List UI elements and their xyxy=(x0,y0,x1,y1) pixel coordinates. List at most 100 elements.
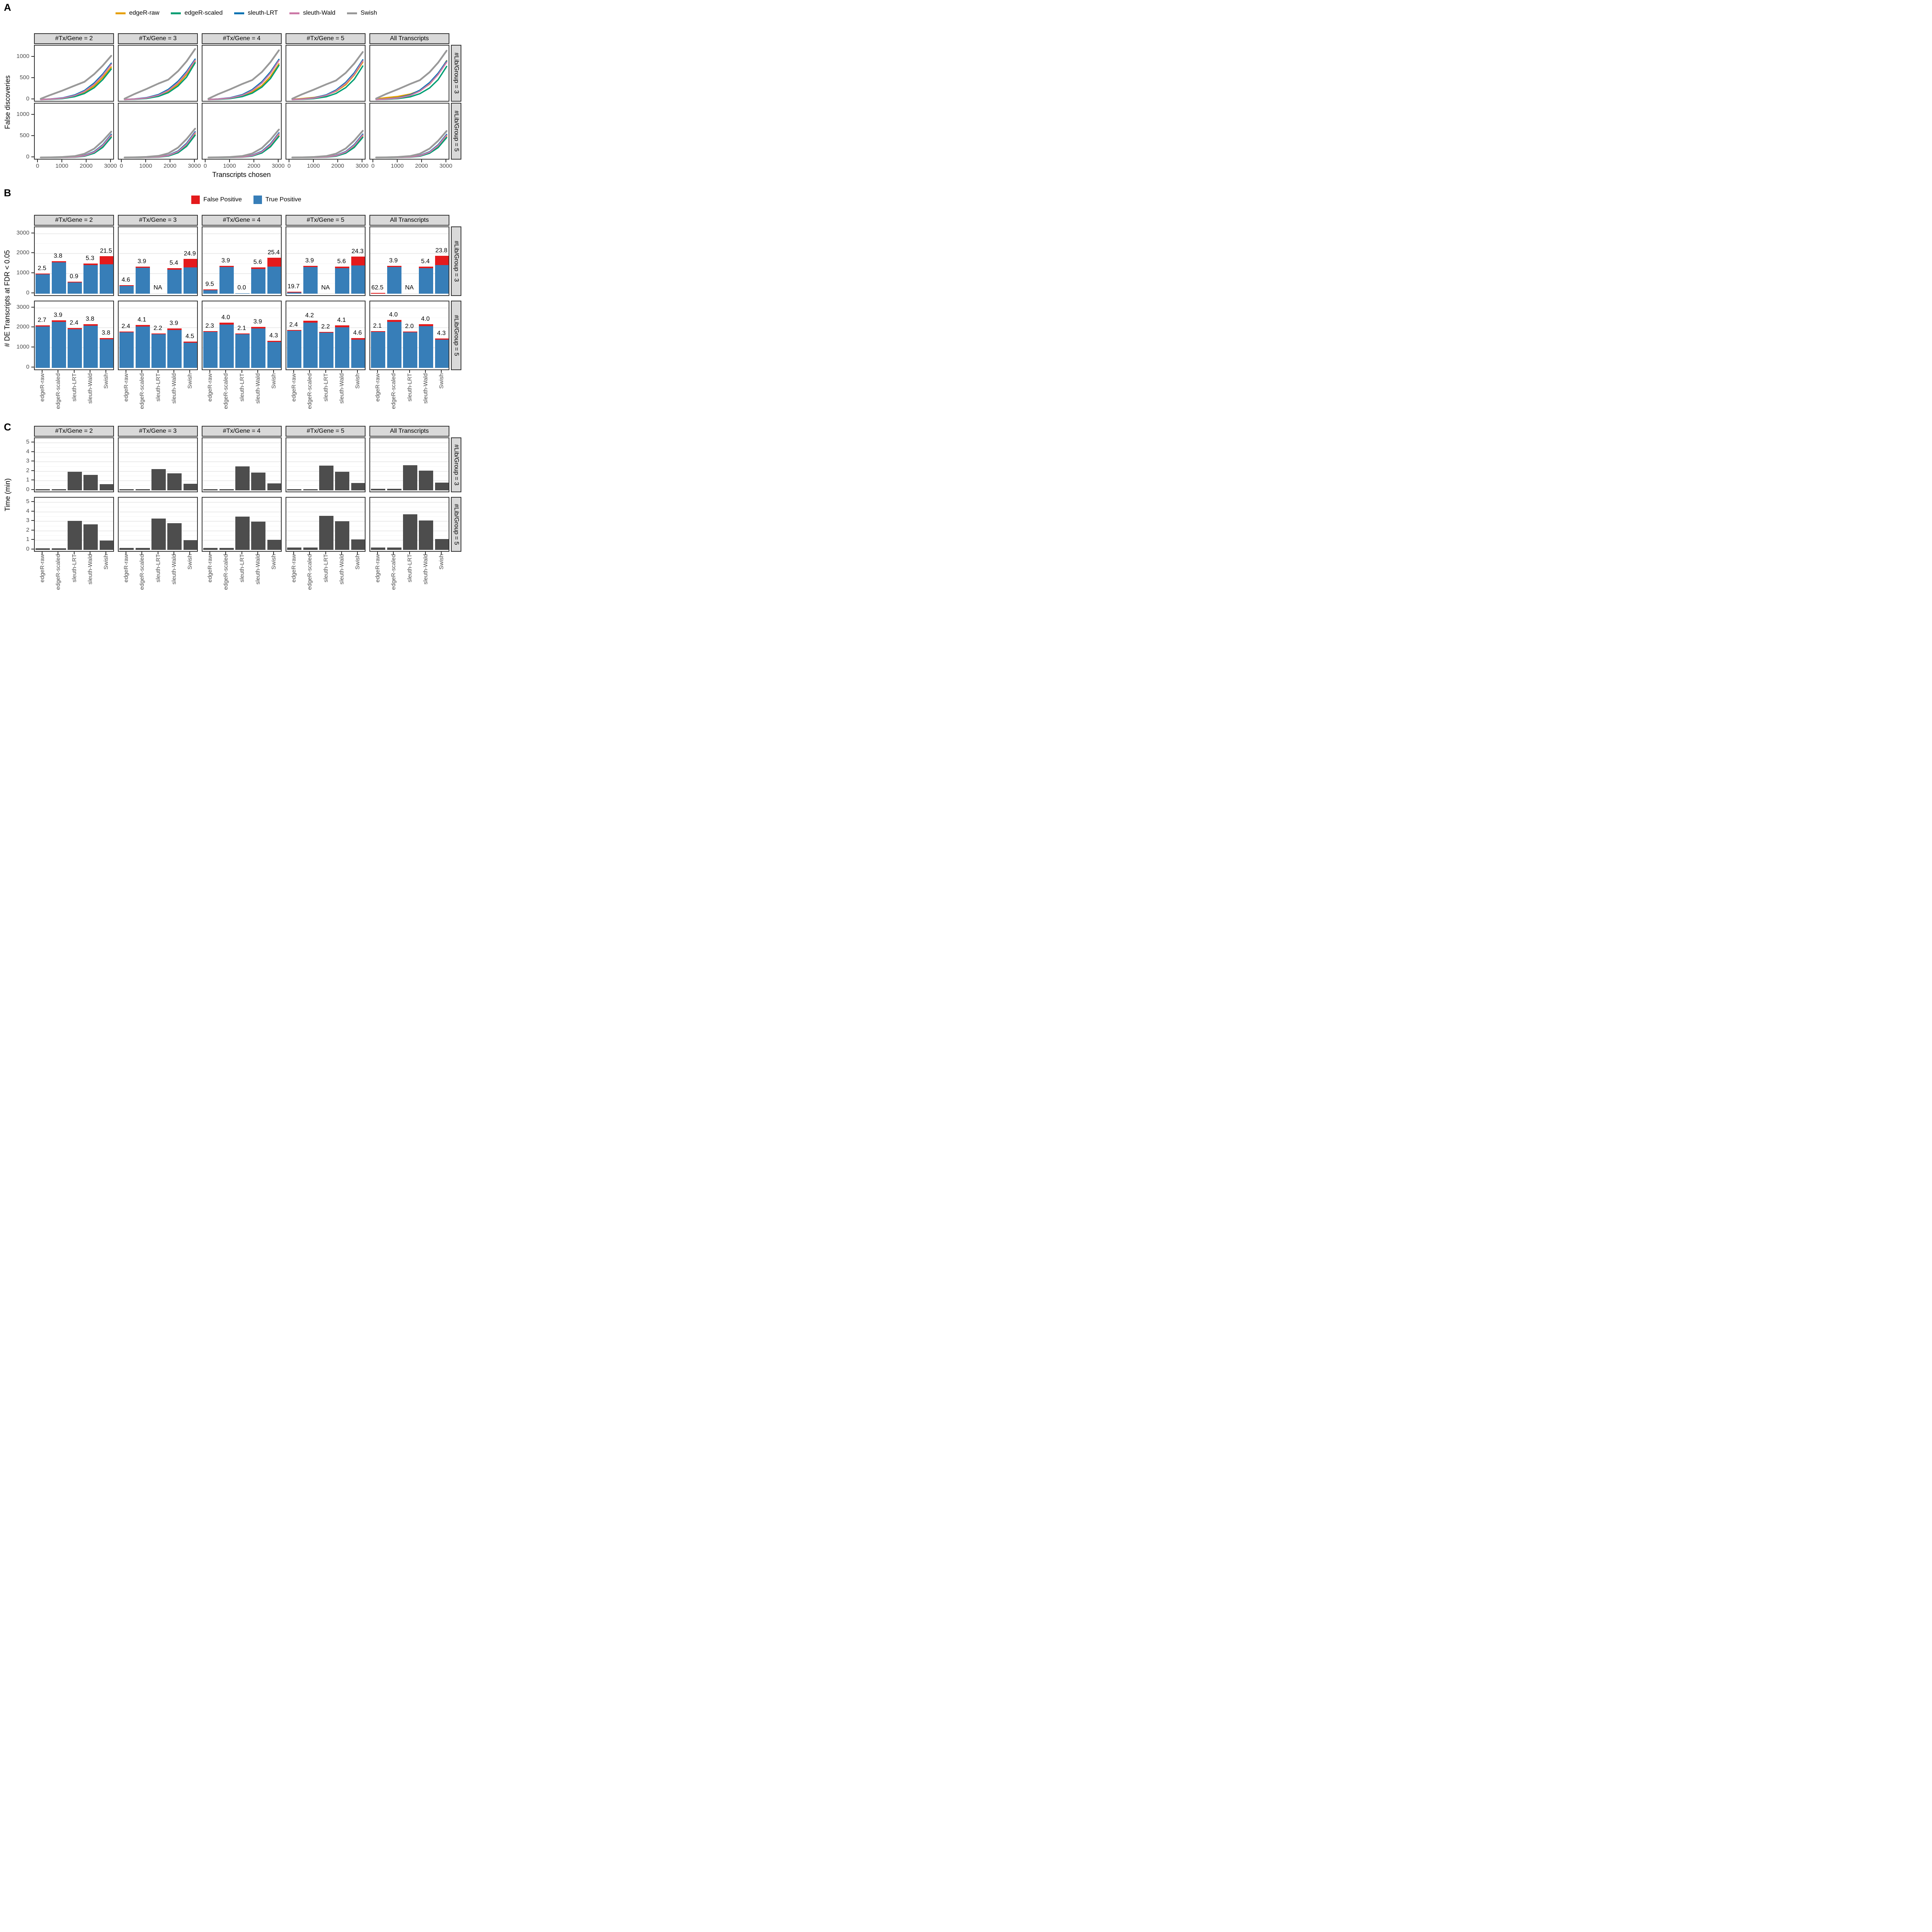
grid-line-major xyxy=(370,461,449,463)
series-line-sleuth-wald xyxy=(375,134,447,158)
fdr-value-label: 3.8 xyxy=(53,252,63,259)
y-tick-mark xyxy=(31,135,34,136)
bar-time xyxy=(351,483,365,490)
bar-false-positive xyxy=(371,331,386,332)
x-tick-mark xyxy=(209,370,210,373)
legend-box-swatch xyxy=(191,196,200,204)
grid-line-major xyxy=(370,502,449,503)
x-category-label: sleuth-LRT xyxy=(238,554,245,583)
grid-line-major xyxy=(35,549,113,550)
fdr-value-label: 2.2 xyxy=(321,323,330,330)
series-line-sleuth-wald xyxy=(207,60,280,100)
y-tick-mark xyxy=(31,539,34,540)
bar-true-positive xyxy=(51,262,66,294)
x-category-label: edgeR-raw xyxy=(290,554,297,583)
legend-label: Swish xyxy=(361,10,377,16)
bar-false-positive xyxy=(287,291,302,293)
bar-false-positive xyxy=(151,333,166,334)
y-tick-label: 5 xyxy=(26,498,29,505)
legend-label: sleuth-LRT xyxy=(248,10,278,16)
fdr-value-label: 3.9 xyxy=(253,318,262,325)
grid-line-major xyxy=(370,293,449,294)
x-category-label: edgeR-raw xyxy=(122,373,129,402)
x-tick-mark xyxy=(73,370,75,373)
grid-line-major xyxy=(35,502,113,503)
x-tick-mark xyxy=(293,552,294,554)
grid-line-major xyxy=(35,442,113,444)
figure: A B C edgeR-raw edgeR-scaled sleuth-LRT sle… xyxy=(0,0,493,638)
fdr-value-label: 0.9 xyxy=(70,273,78,280)
x-tick-mark xyxy=(372,160,374,162)
na-label: NA xyxy=(153,284,162,291)
legend-label: sleuth-Wald xyxy=(303,10,336,16)
panel-label-c: C xyxy=(4,421,11,433)
bar-time xyxy=(36,489,50,490)
bar-false-positive xyxy=(419,266,434,268)
grid-line-major xyxy=(286,327,365,328)
na-label: NA xyxy=(321,284,330,291)
line-chart xyxy=(40,131,112,158)
fdr-value-label: 2.4 xyxy=(70,320,78,327)
grid-line-major xyxy=(286,490,365,491)
series-line-sleuth-wald xyxy=(124,132,196,158)
bar-time xyxy=(267,483,281,490)
y-tick-mark xyxy=(31,489,34,490)
bar-time xyxy=(319,466,333,490)
grid-line-major xyxy=(119,452,197,453)
x-tick-mark xyxy=(341,552,342,554)
grid-line-major xyxy=(202,327,281,328)
x-category-label: edgeR-raw xyxy=(206,554,213,583)
x-category-label: edgeR-raw xyxy=(122,554,129,583)
x-tick-mark xyxy=(194,160,195,162)
y-tick-mark xyxy=(31,156,34,157)
bar-time xyxy=(219,489,234,490)
x-category-label: Swish xyxy=(354,554,361,570)
series-line-sleuth-wald xyxy=(40,63,112,100)
x-tick-mark xyxy=(205,160,206,162)
x-tick-label: 3000 xyxy=(439,163,452,169)
grid-line-major xyxy=(370,490,449,491)
x-tick-mark xyxy=(225,370,226,373)
x-tick-label: 1000 xyxy=(223,163,236,169)
grid-line-major xyxy=(35,452,113,453)
bar-true-positive xyxy=(287,331,302,368)
lib-group-strip-label: #Lib/Group = 5 xyxy=(453,111,460,152)
x-category-label: sleuth-LRT xyxy=(155,373,162,402)
bar-true-positive xyxy=(36,274,50,294)
bar-false-positive xyxy=(251,267,266,269)
fdr-value-label: 4.6 xyxy=(353,330,362,337)
grid-line-major xyxy=(202,549,281,550)
y-tick-label: 1 xyxy=(26,536,29,543)
plot-panel xyxy=(369,497,449,552)
x-tick-mark xyxy=(409,370,410,373)
bar-time xyxy=(419,520,434,550)
series-line-sleuth-wald xyxy=(375,61,447,100)
x-tick-mark xyxy=(145,160,146,162)
y-tick-label: 3000 xyxy=(16,229,29,236)
grid-line-major xyxy=(202,461,281,463)
lib-group-strip: #Lib/Group = 5 xyxy=(451,103,461,160)
bar-true-positive xyxy=(68,282,82,294)
grid-line-major xyxy=(35,253,113,254)
legend-label: edgeR-raw xyxy=(129,10,160,16)
y-tick-mark xyxy=(31,272,34,273)
bar-time xyxy=(251,473,266,490)
bar-time xyxy=(371,547,386,550)
x-tick-mark xyxy=(41,370,43,373)
bar-time xyxy=(68,471,82,490)
bar-true-positive xyxy=(99,264,113,294)
na-label: NA xyxy=(405,284,414,291)
x-tick-mark xyxy=(325,370,326,373)
y-tick-mark xyxy=(31,510,34,512)
bar-true-positive xyxy=(51,322,66,368)
bar-time xyxy=(435,483,449,490)
facet-strip: All Transcripts xyxy=(369,33,449,44)
plot-panel xyxy=(34,45,114,102)
grid-line-minor xyxy=(119,466,197,467)
bar-time xyxy=(167,523,182,550)
bar-true-positive xyxy=(183,267,197,294)
x-tick-label: 3000 xyxy=(188,163,201,169)
bar-true-positive xyxy=(287,293,302,294)
x-tick-mark xyxy=(357,370,358,373)
lib-group-strip: #Lib/Group = 3 xyxy=(451,45,461,102)
